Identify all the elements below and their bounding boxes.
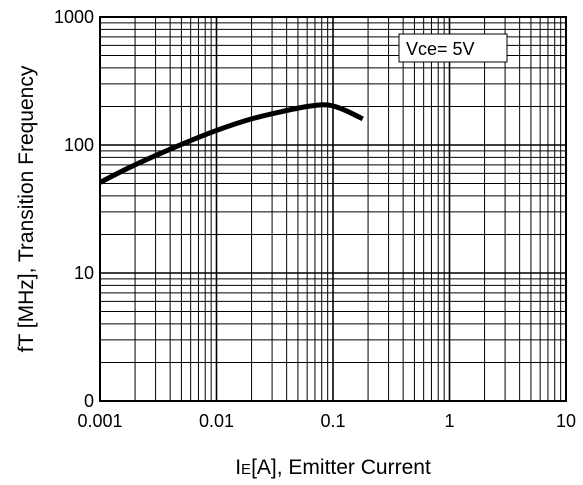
x-axis-label-prefix: I — [235, 456, 241, 479]
x-tick-label: 10 — [556, 411, 576, 431]
y-tick-label: 100 — [64, 135, 94, 155]
x-tick-labels: 0.001 0.01 0.1 1 10 — [77, 411, 576, 431]
y-axis-label: fT [MHz], Transition Frequency — [15, 65, 38, 352]
x-tick-label: 0.01 — [199, 411, 234, 431]
x-tick-label: 0.001 — [77, 411, 122, 431]
x-axis-label: IE[A], Emitter Current — [235, 456, 431, 479]
y-tick-label: 1000 — [54, 7, 94, 27]
x-axis-label-suffix: [A], Emitter Current — [251, 456, 431, 479]
x-tick-label: 1 — [444, 411, 454, 431]
y-tick-label: 10 — [74, 263, 94, 283]
legend-box: Vce= 5V — [398, 33, 508, 63]
x-axis-label-subscript: E — [241, 461, 251, 478]
y-tick-labels: 0 10 100 1000 — [54, 7, 94, 411]
x-tick-label: 0.1 — [320, 411, 345, 431]
annotation-vce: Vce= 5V — [406, 39, 475, 59]
series-layer — [98, 102, 364, 185]
grid — [99, 17, 566, 402]
series-line — [98, 102, 364, 185]
y-tick-label: 0 — [84, 391, 94, 411]
plot-frame — [99, 16, 567, 402]
